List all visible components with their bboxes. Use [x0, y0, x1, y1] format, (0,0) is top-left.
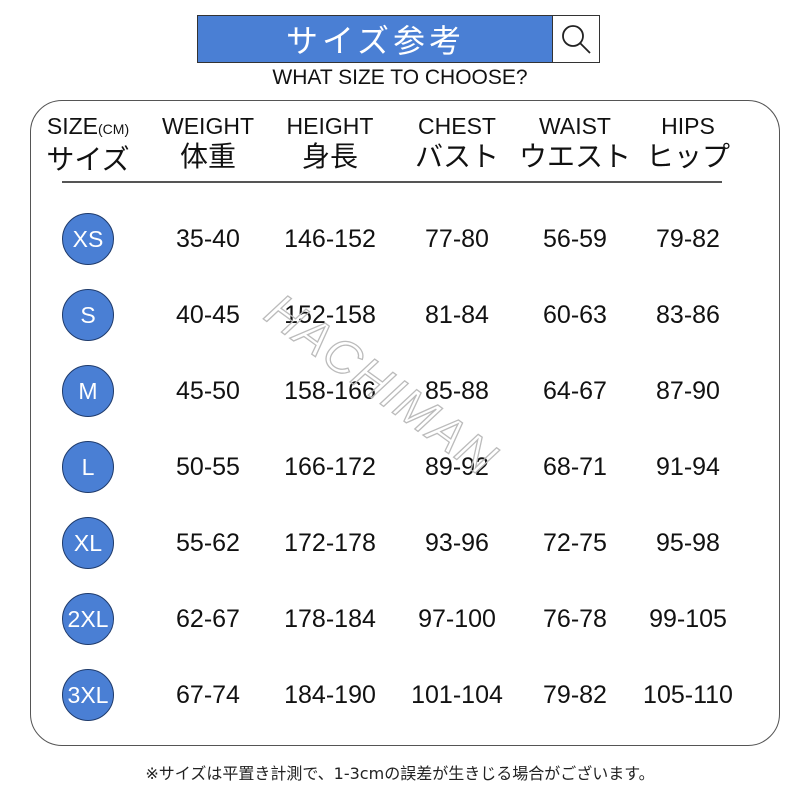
table-row: XL 55-62 172-178 93-96 72-75 95-98	[0, 515, 800, 571]
cell-chest: 81-84	[425, 301, 489, 329]
cell-chest: 85-88	[425, 377, 489, 405]
header-jp: 体重	[179, 140, 236, 173]
table-row: 3XL 67-74 184-190 101-104 79-82 105-110	[0, 667, 800, 723]
title-banner: サイズ参考	[197, 15, 554, 63]
measurement-note: ※サイズは平置き計測で、1-3cmの誤差が生きじる場合がございます。	[145, 764, 655, 783]
size-badge: XS	[62, 213, 114, 265]
header-en-text: HIPS	[661, 113, 715, 139]
header-en-text: HEIGHT	[286, 113, 374, 139]
cell-weight: 67-74	[176, 681, 240, 709]
cell-weight: 50-55	[176, 453, 240, 481]
title: サイズ参考	[285, 22, 466, 60]
cell-waist: 68-71	[543, 453, 607, 481]
cell-weight: 62-67	[176, 605, 240, 633]
cell-height: 184-190	[284, 681, 376, 709]
magnifier-icon	[562, 25, 591, 54]
table-row: 2XL 62-67 178-184 97-100 76-78 99-105	[0, 591, 800, 647]
cell-height: 146-152	[284, 225, 376, 253]
table-row: L 50-55 166-172 89-92 68-71 91-94	[0, 439, 800, 495]
header-jp: ウエスト	[518, 140, 632, 173]
header-jp: ヒップ	[645, 140, 731, 173]
cell-height: 172-178	[284, 529, 376, 557]
cell-weight: 55-62	[176, 529, 240, 557]
cell-waist: 64-67	[543, 377, 607, 405]
table-row: S 40-45 152-158 81-84 60-63 83-86	[0, 287, 800, 343]
size-badge: XL	[62, 517, 114, 569]
header-en-text: WAIST	[539, 113, 611, 139]
header-en: CHEST	[415, 112, 499, 140]
header-en: HEIGHT	[287, 112, 374, 140]
column-header-weight: WEIGHT 体重	[162, 112, 254, 174]
header-jp: サイズ	[46, 143, 130, 176]
size-badge: S	[62, 289, 114, 341]
column-header-hips: HIPS ヒップ	[646, 112, 730, 174]
cell-hips: 83-86	[656, 301, 720, 329]
cell-height: 178-184	[284, 605, 376, 633]
cell-chest: 77-80	[425, 225, 489, 253]
cell-chest: 93-96	[425, 529, 489, 557]
header-jp: バスト	[414, 140, 500, 173]
size-badge: 3XL	[62, 669, 114, 721]
cell-waist: 56-59	[543, 225, 607, 253]
size-table-card	[30, 100, 780, 746]
cell-height: 158-166	[284, 377, 376, 405]
size-badge: M	[62, 365, 114, 417]
header-jp: 身長	[301, 140, 359, 173]
size-badge: L	[62, 441, 114, 493]
cell-weight: 45-50	[176, 377, 240, 405]
cell-weight: 35-40	[176, 225, 240, 253]
cell-hips: 91-94	[656, 453, 720, 481]
header-en-text: SIZE	[46, 113, 99, 139]
size-badge: 2XL	[62, 593, 114, 645]
subtitle: WHAT SIZE TO CHOOSE?	[272, 66, 528, 89]
cell-waist: 60-63	[543, 301, 607, 329]
column-header-waist: WAIST ウエスト	[519, 112, 631, 174]
cell-hips: 87-90	[656, 377, 720, 405]
cell-chest: 101-104	[411, 681, 503, 709]
cell-hips: 105-110	[643, 681, 733, 709]
table-row: M 45-50 158-166 85-88 64-67 87-90	[0, 363, 800, 419]
header-en: WEIGHT	[162, 112, 254, 140]
header-en-text: WEIGHT	[162, 113, 254, 139]
cell-height: 152-158	[284, 301, 376, 329]
cell-hips: 79-82	[656, 225, 720, 253]
header-en: HIPS	[646, 112, 730, 140]
column-header-chest: CHEST バスト	[415, 112, 499, 174]
cell-hips: 95-98	[656, 529, 720, 557]
cell-chest: 89-92	[425, 453, 489, 481]
cell-weight: 40-45	[176, 301, 240, 329]
header-unit: (CM)	[98, 121, 130, 137]
header-en: WAIST	[519, 112, 631, 140]
column-header-height: HEIGHT 身長	[287, 112, 374, 174]
cell-waist: 76-78	[543, 605, 607, 633]
column-header-size: SIZE(CM) サイズ	[46, 112, 129, 177]
search-button	[552, 15, 600, 63]
cell-waist: 79-82	[543, 681, 607, 709]
header-en-text: CHEST	[418, 113, 496, 139]
table-row: XS 35-40 146-152 77-80 56-59 79-82	[0, 211, 800, 267]
header-en: SIZE(CM)	[46, 112, 129, 143]
header-divider	[62, 181, 722, 183]
cell-height: 166-172	[284, 453, 376, 481]
cell-hips: 99-105	[649, 605, 727, 633]
cell-waist: 72-75	[543, 529, 607, 557]
cell-chest: 97-100	[418, 605, 496, 633]
